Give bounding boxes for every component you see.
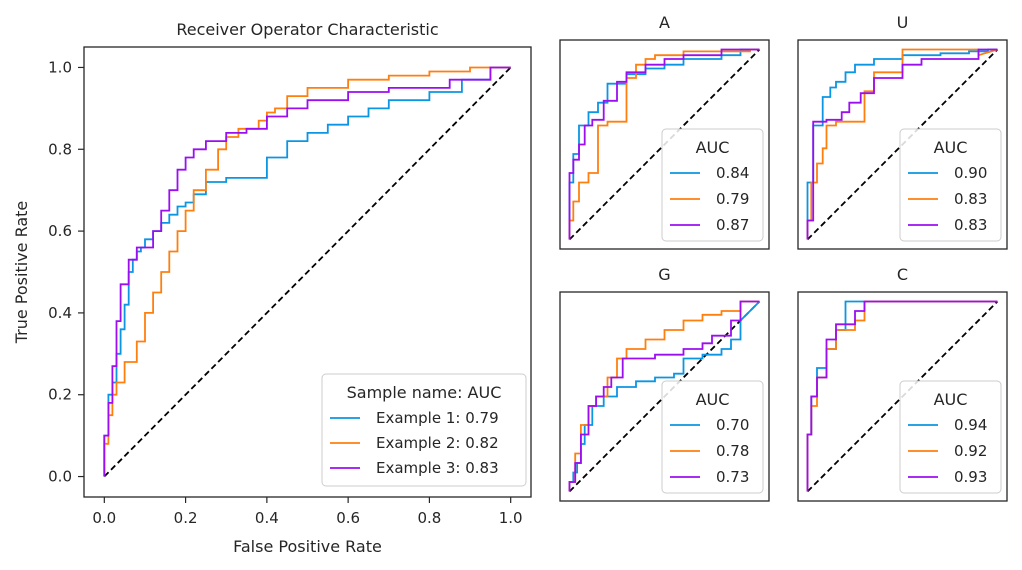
legend: AUC 0.94 0.92 0.93 (899, 380, 1002, 494)
chart-title: U (897, 13, 909, 32)
legend-entry: Example 1: 0.79 (376, 409, 499, 427)
chart-title: C (897, 265, 908, 284)
legend: AUC 0.84 0.79 0.87 (661, 128, 764, 242)
legend-title: AUC (696, 138, 730, 157)
legend-entry: Example 2: 0.82 (376, 434, 499, 452)
legend-box (899, 128, 1002, 242)
series-line-0 (806, 48, 998, 240)
y-tick-label: 0.4 (48, 304, 72, 322)
plot-frame (559, 39, 770, 250)
legend-entry: 0.90 (954, 164, 987, 182)
x-tick-label: 0.6 (336, 509, 360, 527)
legend-entry: 0.93 (954, 468, 987, 486)
y-tick-label: 0.0 (48, 468, 72, 486)
series-line-2 (806, 300, 998, 492)
legend-box (661, 380, 764, 494)
x-tick-label: 1.0 (499, 509, 523, 527)
legend-title: AUC (934, 138, 968, 157)
legend-box (899, 380, 1002, 494)
series-line-2 (806, 48, 998, 240)
x-tick-label: 0.0 (92, 509, 116, 527)
y-tick-label: 0.2 (48, 386, 72, 404)
series-line-1 (103, 66, 511, 477)
legend-entry: 0.78 (716, 442, 749, 460)
plot-frame (797, 39, 1008, 250)
legend: AUC 0.70 0.78 0.73 (661, 380, 764, 494)
series-line-2 (568, 300, 760, 492)
legend-title: Sample name: AUC (347, 383, 502, 402)
chart-panel-3: G AUC 0.70 0.78 0.73 (559, 265, 770, 502)
x-tick-label: 0.8 (417, 509, 441, 527)
legend-entry: Example 3: 0.83 (376, 459, 499, 477)
y-tick-label: 1.0 (48, 58, 72, 76)
chart-panel-4: C AUC 0.94 0.92 0.93 (797, 265, 1008, 502)
legend-entry: 0.87 (716, 216, 749, 234)
legend-title: AUC (934, 390, 968, 409)
x-axis-label: False Positive Rate (233, 537, 382, 556)
legend: AUC 0.90 0.83 0.83 (899, 128, 1002, 242)
x-tick-label: 0.4 (255, 509, 279, 527)
legend-entry: 0.84 (716, 164, 749, 182)
legend-entry: 0.83 (954, 190, 987, 208)
legend-entry: 0.73 (716, 468, 749, 486)
series-line-2 (568, 48, 760, 240)
plot-frame (83, 46, 532, 498)
chart-panel-1: A AUC 0.84 0.79 0.87 (559, 13, 770, 250)
plot-frame (559, 291, 770, 502)
series-line-2 (103, 66, 511, 477)
chart-title: G (658, 265, 670, 284)
legend-box (321, 373, 527, 487)
legend-entry: 0.79 (716, 190, 749, 208)
chart-panel-0: Receiver Operator Characteristic 0.0 0.2 0.… (12, 20, 532, 556)
legend-entry: 0.70 (716, 416, 749, 434)
diagonal-reference-line (103, 66, 512, 478)
chart-panel-2: U AUC 0.90 0.83 0.83 (797, 13, 1008, 250)
x-tick-label: 0.2 (174, 509, 198, 527)
legend: Sample name: AUC Example 1: 0.79 Example 2… (321, 373, 527, 487)
legend-entry: 0.94 (954, 416, 987, 434)
y-tick-label: 0.8 (48, 140, 72, 158)
legend-title: AUC (696, 390, 730, 409)
plot-frame (797, 291, 1008, 502)
legend-entry: 0.83 (954, 216, 987, 234)
chart-title: A (659, 13, 670, 32)
y-axis-label: True Positive Rate (12, 201, 31, 345)
y-tick-label: 0.6 (48, 222, 72, 240)
legend-entry: 0.92 (954, 442, 987, 460)
series-line-0 (103, 66, 511, 477)
chart-title: Receiver Operator Characteristic (176, 20, 438, 39)
legend-box (661, 128, 764, 242)
